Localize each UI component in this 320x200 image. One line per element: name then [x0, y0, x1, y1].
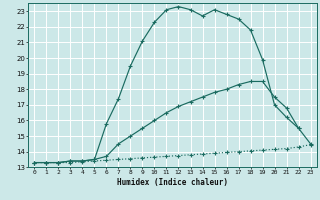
X-axis label: Humidex (Indice chaleur): Humidex (Indice chaleur) — [117, 178, 228, 187]
